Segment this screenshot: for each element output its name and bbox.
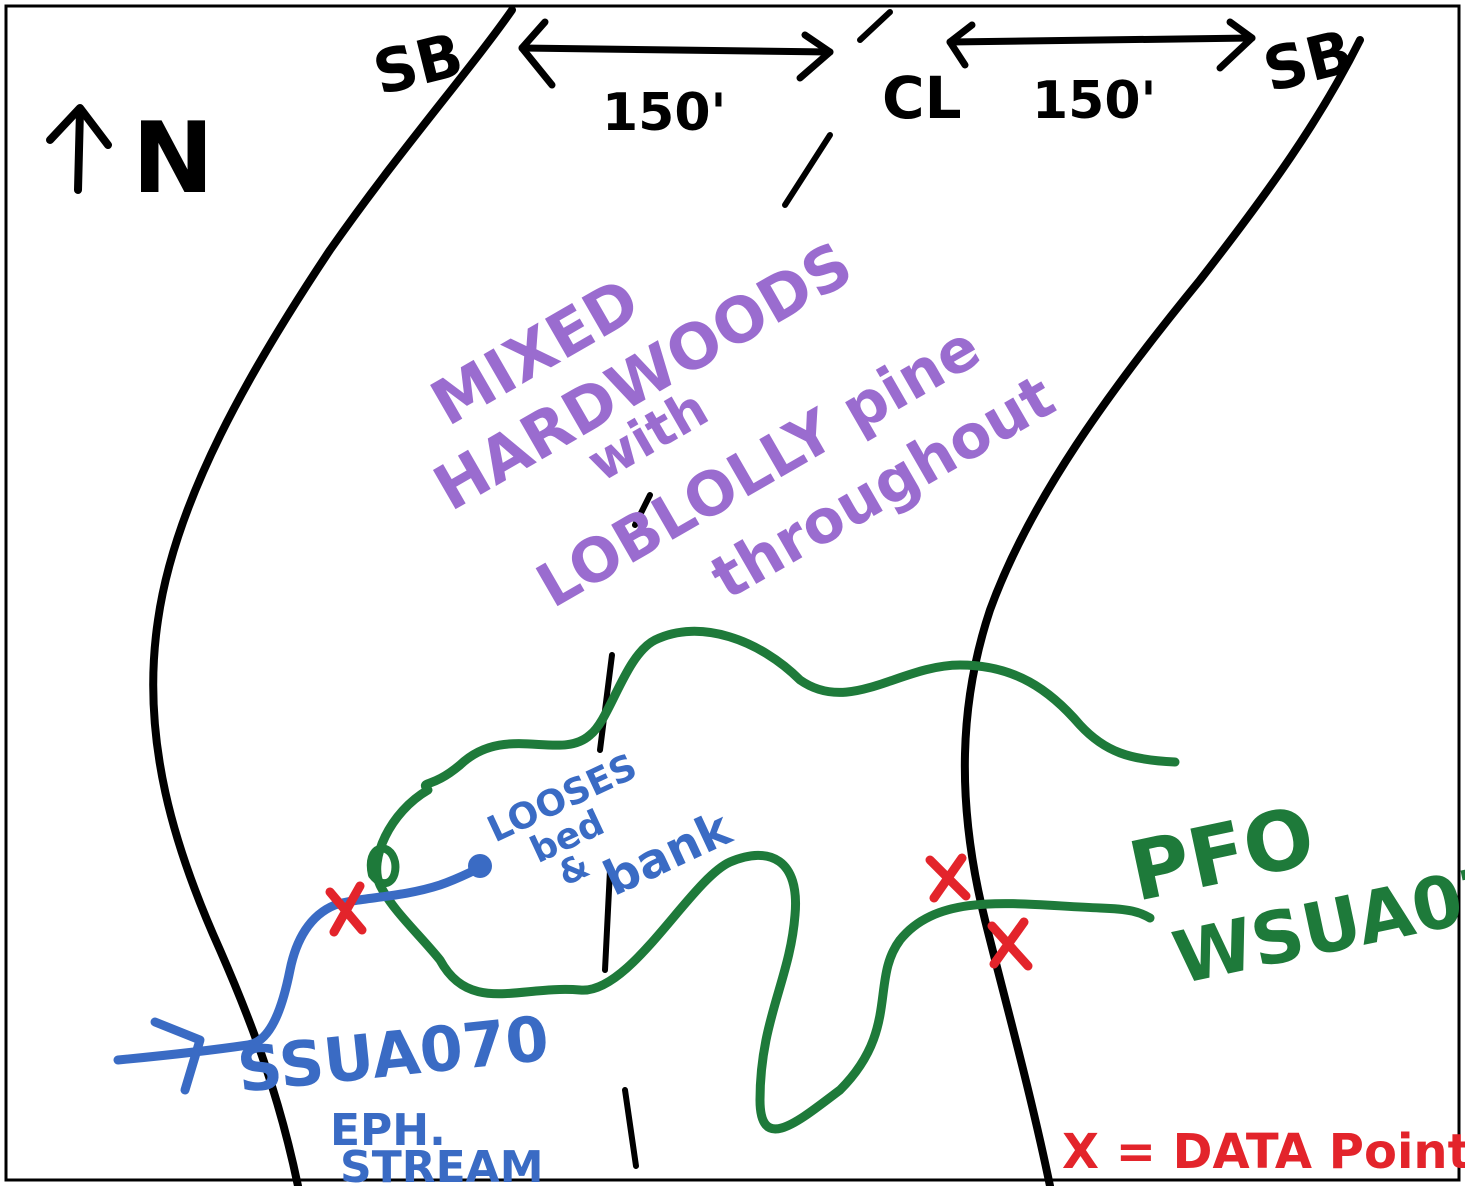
dimension-arrow-right	[946, 18, 1256, 72]
left-boundary-label: SB	[367, 20, 470, 109]
data-point-marker-2	[925, 853, 971, 903]
left-survey-boundary	[149, 6, 516, 1186]
north-arrow-icon	[46, 104, 112, 194]
right-survey-boundary	[960, 36, 1364, 1186]
data-point-marker-1	[325, 881, 367, 937]
centerline-label: CL	[882, 64, 962, 132]
wetland-boundary	[372, 626, 1180, 1134]
right-boundary-label: SB	[1257, 17, 1360, 106]
wetland-label: PFO WSUA070	[1121, 789, 1465, 1000]
stream-label-line-3: STREAM	[340, 1142, 543, 1186]
stream-line	[113, 863, 485, 1095]
centerline-dashes	[597, 9, 893, 1169]
stream-note-line-4: bank	[595, 800, 740, 907]
stream-label-line-1: SSUA070	[234, 1002, 552, 1107]
north-label: N	[132, 102, 214, 216]
stream-label-line-2: EPH.	[330, 1105, 446, 1156]
dimension-arrow-left	[518, 18, 834, 89]
wetland-boundary-loop	[366, 844, 400, 888]
legend-text: X = DATA Points	[1062, 1124, 1465, 1180]
stream-end-point	[468, 854, 492, 878]
vegetation-note: MIXED HARDWOODS with LOBLOLLY pine throu…	[419, 227, 1067, 622]
dimension-right-label: 150'	[1032, 71, 1156, 131]
stream-label: SSUA070 EPH. STREAM	[234, 1002, 552, 1186]
data-point-marker-3	[987, 917, 1033, 971]
dimension-left-label: 150'	[602, 83, 726, 143]
